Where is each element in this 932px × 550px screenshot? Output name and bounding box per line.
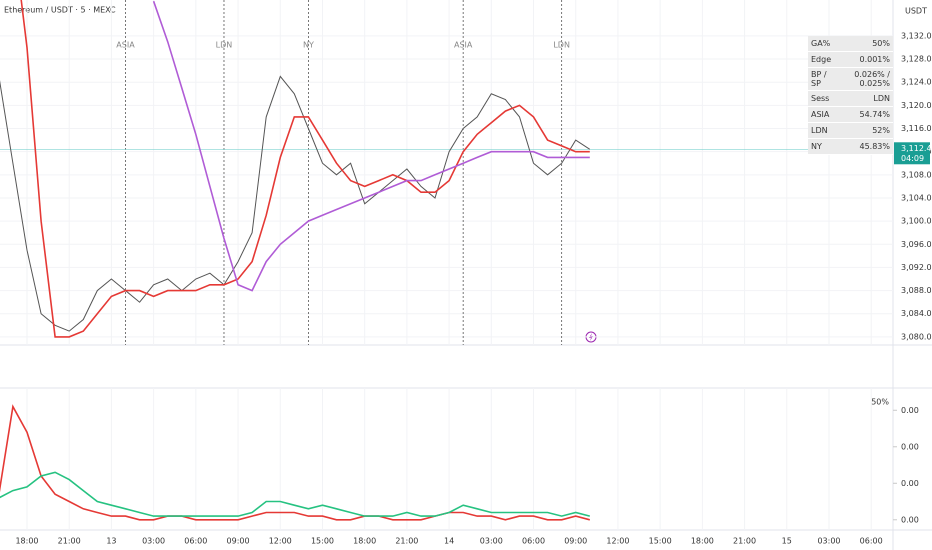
- x-tick-label: 03:00: [480, 537, 503, 546]
- x-tick-label: 03:00: [142, 537, 165, 546]
- y-tick-label: 0.00: [901, 442, 919, 451]
- x-tick-label: 12:00: [269, 537, 292, 546]
- table-row: LDN 52%: [808, 122, 893, 139]
- session-label: ASIA: [116, 41, 135, 50]
- y-tick-label: 3,108.00: [901, 170, 932, 179]
- countdown-label: 04:09: [901, 154, 924, 163]
- pane-label: 50%: [871, 398, 889, 407]
- table-cell: 0.026% / 0.025%: [837, 67, 893, 91]
- y-tick-label: 0.00: [901, 406, 919, 415]
- x-tick-label: 18:00: [15, 537, 38, 546]
- table-row: ASIA 54.74%: [808, 106, 893, 123]
- table-row: Edge 0.001%: [808, 51, 893, 68]
- table-row: NY 45.83%: [808, 138, 893, 155]
- y-tick-label: 0.00: [901, 479, 919, 488]
- table-cell: 52%: [837, 122, 893, 139]
- y-tick-label: 3,104.00: [901, 193, 932, 202]
- y-tick-label: 3,080.00: [901, 332, 932, 341]
- x-tick-label: 06:00: [522, 537, 545, 546]
- x-tick-label: 03:00: [817, 537, 840, 546]
- y-tick-label: 3,128.00: [901, 55, 932, 64]
- last-price-box: [894, 142, 930, 165]
- series-line: [152, 0, 590, 292]
- x-tick-label: 18:00: [353, 537, 376, 546]
- table-row: GA% 50%: [808, 36, 893, 52]
- table-cell: LDN: [837, 90, 893, 107]
- y-tick-label: 3,124.00: [901, 78, 932, 87]
- table-cell: GA%: [808, 36, 838, 52]
- table-cell: 45.83%: [837, 138, 893, 155]
- x-tick-label: 09:00: [564, 537, 587, 546]
- x-tick-label: 15:00: [311, 537, 334, 546]
- x-tick-label: 13: [106, 537, 116, 546]
- y-tick-label: 0.00: [901, 515, 919, 524]
- session-label: LDN: [553, 41, 570, 50]
- table-cell: 0.001%: [837, 51, 893, 68]
- x-tick-label: 09:00: [227, 537, 250, 546]
- table-row: BP / SP 0.026% / 0.025%: [808, 67, 893, 91]
- table-cell: Edge: [808, 51, 838, 68]
- y-tick-label: 3,096.00: [901, 240, 932, 249]
- table-row: Sess LDN: [808, 90, 893, 107]
- series-line: [0, 471, 590, 517]
- table-cell: 54.74%: [837, 106, 893, 123]
- info-table: GA% 50% Edge 0.001% BP / SP 0.026% / 0.025% Se…: [808, 36, 893, 155]
- table-cell: NY: [808, 138, 838, 155]
- table-cell: BP / SP: [808, 67, 838, 91]
- series-line: [20, 0, 590, 338]
- x-tick-label: 18:00: [691, 537, 714, 546]
- table-cell: 50%: [837, 36, 893, 52]
- x-tick-label: 06:00: [860, 537, 883, 546]
- session-label: NY: [303, 41, 314, 50]
- y-tick-label: 3,092.00: [901, 263, 932, 272]
- x-tick-label: 15: [782, 537, 792, 546]
- series-group: [0, 404, 591, 521]
- x-tick-label: 14: [444, 537, 454, 546]
- series-group: [0, 0, 591, 338]
- y-tick-label: 3,100.00: [901, 217, 932, 226]
- session-label: ASIA: [454, 41, 473, 50]
- y-tick-label: 3,132.00: [901, 31, 932, 40]
- series-line: [0, 75, 591, 332]
- x-tick-label: 15:00: [649, 537, 672, 546]
- y-tick-label: 3,084.00: [901, 309, 932, 318]
- y-tick-label: 3,120.00: [901, 101, 932, 110]
- table-cell: LDN: [808, 122, 838, 139]
- x-tick-label: 21:00: [733, 537, 756, 546]
- x-tick-label: 06:00: [184, 537, 207, 546]
- x-tick-label: 21:00: [395, 537, 418, 546]
- y-tick-label: 3,088.00: [901, 286, 932, 295]
- currency-label: USDT: [905, 7, 927, 16]
- x-tick-label: 21:00: [58, 537, 81, 546]
- table-cell: Sess: [808, 90, 838, 107]
- series-line: [0, 404, 591, 521]
- x-tick-label: 12:00: [606, 537, 629, 546]
- y-tick-label: 3,116.00: [901, 124, 932, 133]
- chart-title: Ethereum / USDT · 5 · MEXC: [4, 6, 116, 15]
- table-cell: ASIA: [808, 106, 838, 123]
- last-price-label: 3,112.41: [901, 144, 932, 153]
- session-label: LDN: [216, 41, 233, 50]
